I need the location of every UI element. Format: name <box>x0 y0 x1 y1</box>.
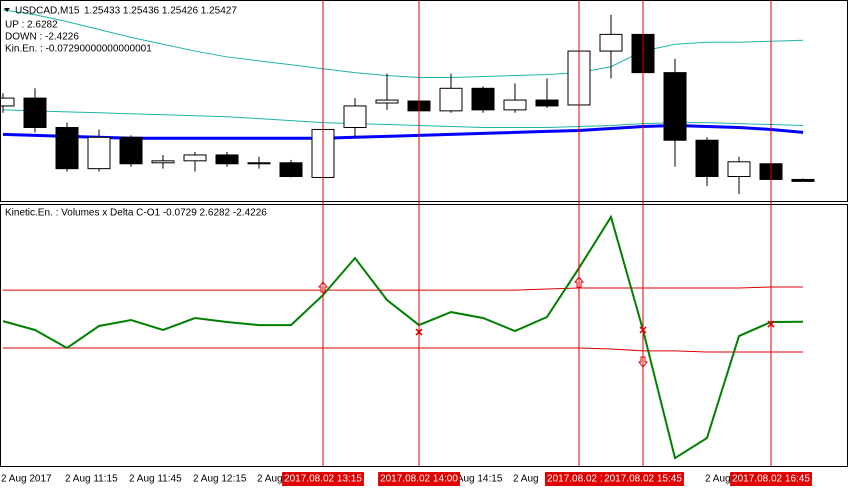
candle-body <box>119 136 143 165</box>
time-label: 2 Aug 14:15 <box>449 474 503 485</box>
indicator-panel <box>2 214 804 460</box>
candle-body <box>183 154 207 162</box>
time-marker-label: 2017.08.02 14:00 <box>380 474 458 485</box>
candle-body <box>247 162 271 165</box>
indicator-line <box>2 214 804 460</box>
symbol-title: USDCAD,M15 <box>15 6 80 17</box>
candle-body <box>535 99 559 107</box>
time-marker-label-bg <box>282 472 364 486</box>
time-marker-label: 2017.08.02 16:45 <box>732 474 810 485</box>
candle-body <box>471 87 495 111</box>
indicator-line <box>3 347 803 353</box>
time-label: 2 Aug <box>257 474 283 485</box>
time-label: 2 Aug 11:15 <box>65 474 118 485</box>
time-marker-label: 2017.08.02 15 <box>547 474 611 485</box>
candle-body <box>663 72 687 141</box>
candle-body <box>279 162 303 177</box>
indicator-line <box>2 9 804 79</box>
time-label: 2 Aug 11:45 <box>129 474 182 485</box>
candle-body <box>375 99 399 104</box>
candle-body <box>1 97 15 107</box>
time-marker-label: 2017.08.02 15:45 <box>604 474 682 485</box>
time-marker-label-bg <box>545 472 613 486</box>
time-label: 2 Aug <box>513 474 539 485</box>
candle-body <box>791 178 815 182</box>
indicator-readout: Kin.En. : -0.07290000000000001 <box>5 44 152 55</box>
time-axis: 2 Aug 2017 2 Aug 11:15 2 Aug 11:45 2 Aug 12… <box>1 472 812 486</box>
candle-body <box>87 136 111 170</box>
time-marker-label-bg <box>730 472 812 486</box>
collapse-triangle[interactable] <box>4 8 10 12</box>
indicator-readout: UP : 2.6282 <box>5 20 58 31</box>
time-marker-label: 2017.08.02 13:15 <box>284 474 362 485</box>
indicator-readout: DOWN : -2.4226 <box>5 32 79 43</box>
time-marker-label-bg <box>378 472 460 486</box>
time-marker-label-bg <box>602 472 684 486</box>
candle-body <box>503 99 527 111</box>
candle-body <box>55 127 79 170</box>
candle-body <box>343 105 367 129</box>
time-label: 2 Aug 12:15 <box>193 474 247 485</box>
candle-body <box>695 139 719 178</box>
candle-body <box>599 33 623 52</box>
indicator-title: Kinetic.En. : Volumes x Delta C-O1 -0.07… <box>5 208 267 219</box>
indicator-line <box>3 286 803 291</box>
time-label: 2 Aug <box>705 474 731 485</box>
candle-body <box>215 154 239 165</box>
candle-body <box>23 97 47 128</box>
candle-body <box>151 160 175 164</box>
candle-body <box>439 87 463 112</box>
time-label: 2 Aug 2017 <box>1 474 52 485</box>
ohlc-readout: 1.25433 1.25436 1.25426 1.25427 <box>84 6 237 17</box>
candle-body <box>727 161 751 178</box>
